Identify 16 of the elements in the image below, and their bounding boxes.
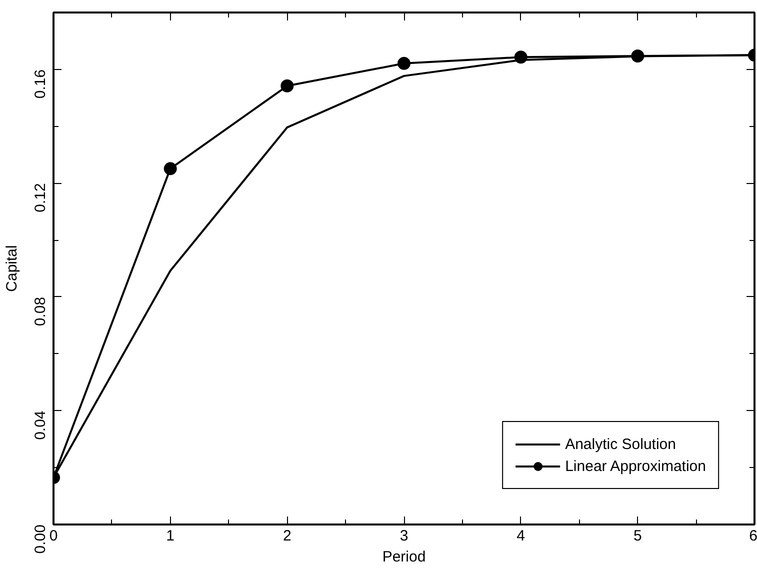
y-tick-label: 0.04 [32, 410, 49, 440]
legend-label: Linear Approximation [565, 458, 706, 474]
x-tick-label: 1 [166, 528, 175, 544]
x-tick-label: 3 [400, 528, 408, 544]
x-tick-label: 4 [516, 528, 526, 544]
y-tick-label: 0.16 [32, 69, 49, 99]
x-axis-title: Period [382, 548, 426, 566]
y-axis-title: Capital [4, 245, 20, 292]
x-tick-label: 6 [749, 528, 757, 544]
x-tick-label: 0 [49, 528, 58, 544]
legend-label: Analytic Solution [565, 436, 676, 452]
x-tick-label: 5 [633, 528, 642, 544]
y-tick-label: 0.08 [32, 296, 49, 326]
x-tick-label: 2 [282, 528, 292, 544]
y-tick-label: 0.00 [32, 524, 49, 554]
y-tick-label: 0.12 [32, 183, 49, 212]
